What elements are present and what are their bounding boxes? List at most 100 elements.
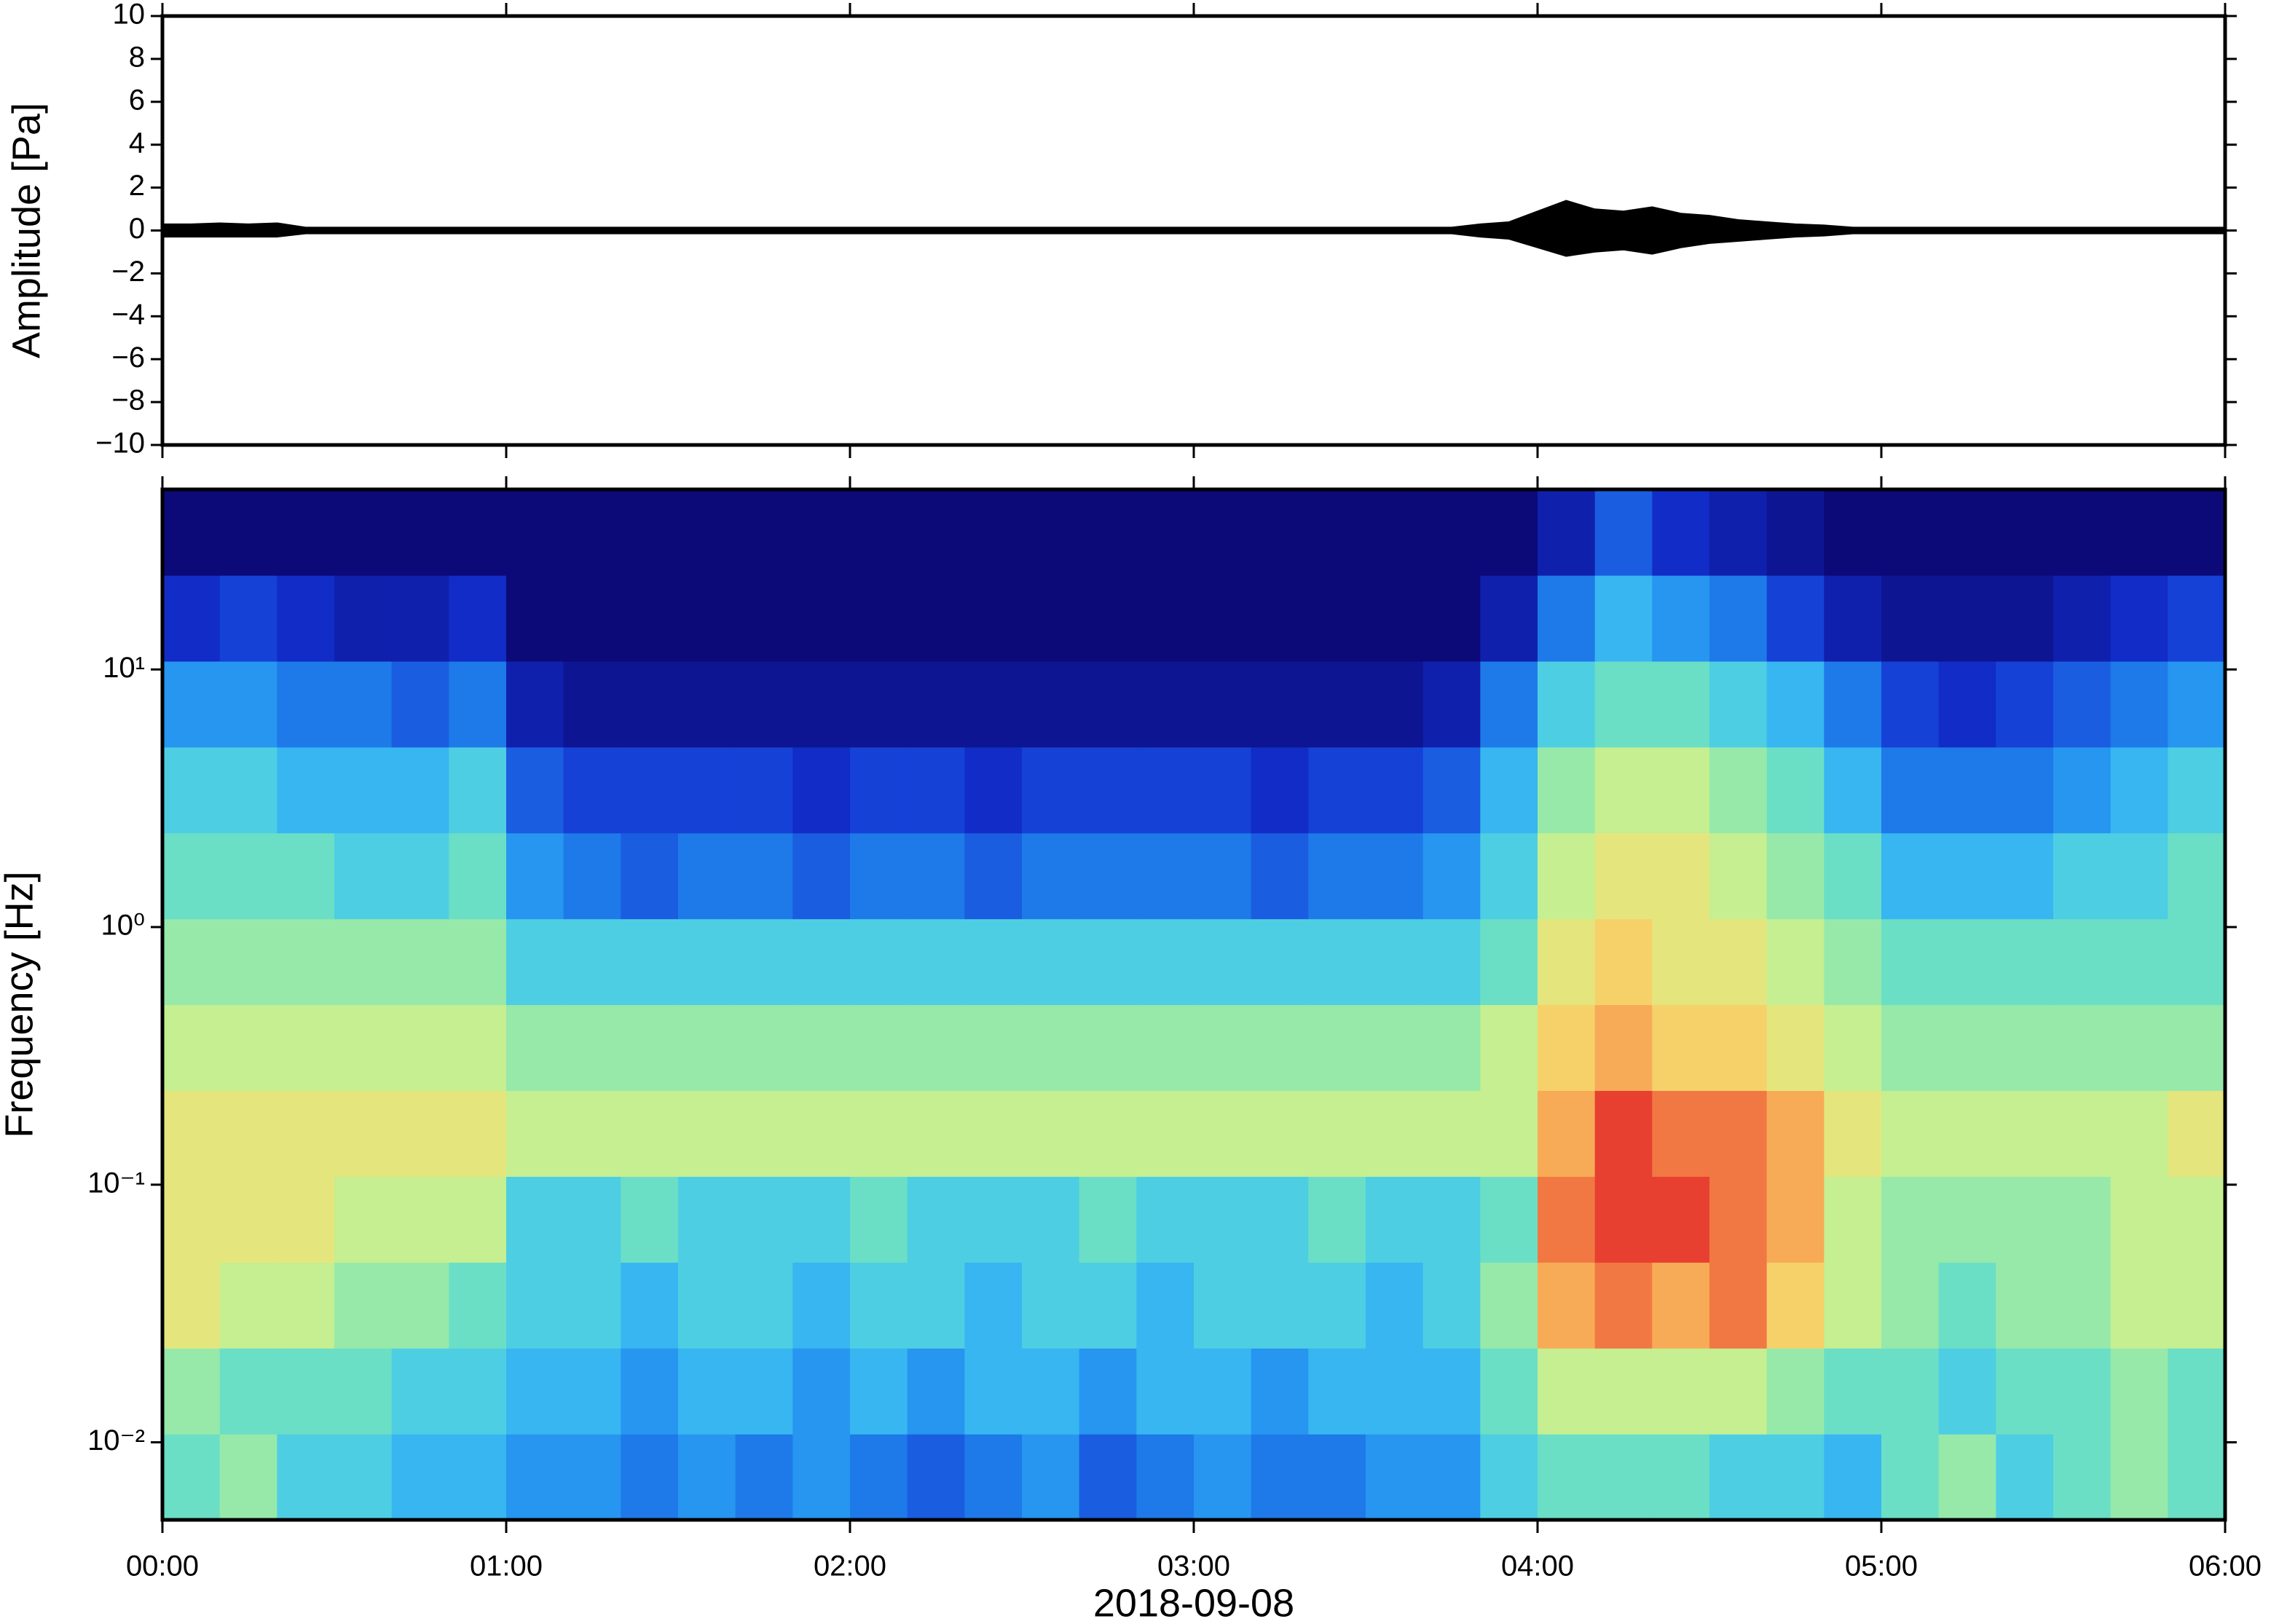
spectrogram-cell [1366, 1434, 1424, 1521]
spectrogram-cell [1251, 746, 1309, 834]
spectrogram-cell [1824, 746, 1882, 834]
spectrogram-cell [506, 1004, 564, 1092]
spectrogram-cell [621, 1004, 679, 1092]
spectrogram-cell [1308, 1004, 1366, 1092]
spectrogram-cell [2168, 1004, 2226, 1092]
spectrogram-cell [2110, 918, 2168, 1006]
spectrogram-cell [563, 1262, 621, 1349]
spectrogram-cell [391, 1090, 449, 1177]
spectrogram-cell [2168, 1348, 2226, 1435]
spectrogram-cell [1881, 1004, 1940, 1092]
spectrogram-cell [1480, 489, 1538, 576]
spectrogram-cell [1480, 1434, 1538, 1521]
spectrogram-cell [850, 1176, 908, 1263]
spectrogram-cell [1594, 1262, 1653, 1349]
spectrogram-cell [1938, 1262, 1996, 1349]
spectrogram-cell [2053, 1348, 2111, 1435]
spectrogram-cell [735, 1176, 793, 1263]
spectrogram-cell [1480, 1348, 1538, 1435]
spectrogram-cell [2168, 489, 2226, 576]
spectrogram-cell [1251, 1176, 1309, 1263]
spectrogram-cell [449, 1348, 507, 1435]
spectrogram-cell [1194, 832, 1252, 920]
spectrogram-cell [334, 1004, 393, 1092]
spectrogram-cell [1938, 489, 1996, 576]
spectrogram-cell [1824, 832, 1882, 920]
spectrogram-cell [1652, 832, 1710, 920]
spectrogram-cell [907, 1004, 965, 1092]
spectrogram-cell [1194, 575, 1252, 662]
spectrogram-cell [1652, 918, 1710, 1006]
spectrogram-cell [1594, 489, 1653, 576]
spectrogram-cell [2053, 1004, 2111, 1092]
spectrogram-cell [964, 832, 1023, 920]
spectrogram-cell [563, 489, 621, 576]
spectrogram-cell [678, 746, 736, 834]
spectrogram-cell [277, 832, 335, 920]
spectrogram-cell [792, 1348, 851, 1435]
spectrogram-cell [162, 1090, 221, 1177]
spectrogram-cell [277, 1262, 335, 1349]
spectrogram-cell [792, 661, 851, 748]
spectrogram-cell [391, 1004, 449, 1092]
spectrogram-cell [563, 832, 621, 920]
spectrogram-cell [907, 746, 965, 834]
spectrogram-cell [1251, 489, 1309, 576]
spectrogram-cell [1824, 1348, 1882, 1435]
spectrogram-cell [1824, 575, 1882, 662]
y-tick-label: 0 [129, 213, 145, 245]
spectrogram-cell [1594, 918, 1653, 1006]
spectrogram-cell [1366, 1262, 1424, 1349]
y-axis-label: Amplitude [Pa] [4, 103, 48, 358]
spectrogram-cell [1308, 1262, 1366, 1349]
spectrogram-cell [1996, 1348, 2054, 1435]
spectrogram-cell [1136, 575, 1194, 662]
spectrogram-cell [1251, 1090, 1309, 1177]
spectrogram-cell [1194, 1262, 1252, 1349]
spectrogram-cell [1136, 1262, 1194, 1349]
spectrogram-cell [1366, 661, 1424, 748]
spectrogram-cell [678, 832, 736, 920]
spectrogram-cell [850, 1434, 908, 1521]
spectrogram-cell [1079, 918, 1137, 1006]
spectrogram-cell [850, 746, 908, 834]
spectrogram-cell [2110, 1434, 2168, 1521]
spectrogram-cell [1022, 918, 1080, 1006]
spectrogram-cell [1766, 1004, 1825, 1092]
y-tick-label: 10 [113, 0, 146, 31]
spectrogram-cell [1422, 661, 1481, 748]
spectrogram-cell [1251, 1348, 1309, 1435]
spectrogram-cell [2053, 575, 2111, 662]
spectrogram-cell [964, 1090, 1023, 1177]
spectrogram-cell [2168, 832, 2226, 920]
spectrogram-cell [735, 1090, 793, 1177]
spectrogram-cell [1709, 918, 1768, 1006]
spectrogram-cell [1709, 1176, 1768, 1263]
spectrogram-cell [2110, 1262, 2168, 1349]
spectrogram-cell [1422, 918, 1481, 1006]
spectrogram-cell [964, 1348, 1023, 1435]
x-tick-label: 00:00 [126, 1550, 199, 1582]
spectrogram-cell [1652, 1176, 1710, 1263]
spectrogram-cell [1996, 1004, 2054, 1092]
spectrogram-cell [1366, 1348, 1424, 1435]
spectrogram-cell [1480, 1090, 1538, 1177]
spectrogram-cell [1308, 661, 1366, 748]
y-tick-label: −4 [111, 299, 145, 331]
spectrogram-cell [2168, 575, 2226, 662]
spectrogram-cell [563, 575, 621, 662]
spectrogram-cell [506, 1176, 564, 1263]
spectrogram-cell [219, 661, 278, 748]
spectrogram-cell [678, 1262, 736, 1349]
spectrogram-cell [1824, 1262, 1882, 1349]
spectrogram-cell [735, 1434, 793, 1521]
spectrogram-cell [1996, 832, 2054, 920]
spectrogram-cell [449, 1090, 507, 1177]
spectrogram-cell [1652, 746, 1710, 834]
spectrogram-cell [1996, 1434, 2054, 1521]
spectrogram-cell [1079, 575, 1137, 662]
spectrogram-cell [1079, 1090, 1137, 1177]
spectrogram-cell [1366, 489, 1424, 576]
spectrogram-cell [907, 918, 965, 1006]
spectrogram-cell [964, 1262, 1023, 1349]
